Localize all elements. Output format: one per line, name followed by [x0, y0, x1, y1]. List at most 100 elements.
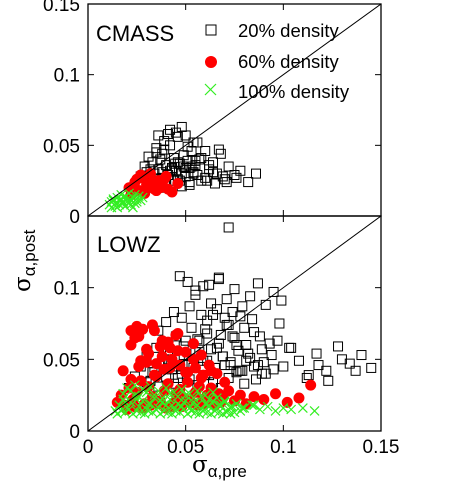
- cmass-panel: 0 0.05 0.1 0.15: [43, 0, 382, 228]
- legend-label-20: 20% density: [238, 20, 340, 41]
- data-point: [129, 380, 140, 391]
- data-point: [162, 378, 174, 390]
- data-point: [184, 388, 195, 399]
- data-point: [131, 394, 142, 405]
- data-point: [158, 173, 170, 185]
- data-point: [153, 385, 164, 396]
- data-point: [231, 367, 242, 378]
- data-point: [137, 323, 149, 335]
- data-point: [157, 393, 168, 403]
- data-point: [252, 278, 263, 289]
- data-point: [286, 404, 297, 415]
- svg-text:σα,post: σα,post: [10, 229, 39, 292]
- data-point: [245, 291, 256, 302]
- data-point: [243, 177, 254, 188]
- data-point: [268, 364, 279, 375]
- data-point: [219, 397, 230, 408]
- data-point: [219, 174, 230, 185]
- data-point: [293, 355, 304, 366]
- cmass-series-100-density: [104, 188, 148, 213]
- x-axis-label: σα,pre: [192, 452, 247, 481]
- data-point: [286, 342, 297, 353]
- data-point: [211, 342, 222, 353]
- data-point: [254, 404, 265, 415]
- data-point: [114, 400, 125, 411]
- x-axis-label-main: σ: [192, 452, 208, 478]
- data-point: [190, 155, 201, 166]
- data-point: [219, 312, 230, 323]
- data-point: [235, 165, 246, 176]
- data-point: [211, 168, 222, 179]
- data-point: [108, 195, 119, 206]
- data-point: [225, 401, 236, 412]
- data-point: [256, 368, 267, 379]
- data-point: [155, 395, 166, 406]
- data-point: [186, 322, 197, 333]
- data-point: [274, 318, 285, 329]
- data-point: [221, 177, 232, 188]
- data-point: [258, 357, 269, 368]
- data-point: [118, 388, 129, 399]
- data-point: [215, 329, 226, 340]
- data-point: [229, 332, 240, 343]
- data-point: [168, 307, 179, 318]
- lowz-y-tick-label: 0.1: [54, 279, 80, 300]
- data-point: [174, 359, 186, 371]
- data-point: [221, 294, 232, 305]
- data-point: [161, 383, 172, 393]
- data-point: [249, 361, 260, 372]
- data-point: [180, 130, 191, 141]
- data-point: [208, 167, 219, 178]
- data-point: [217, 171, 228, 182]
- data-point: [143, 348, 155, 360]
- data-point: [239, 378, 250, 389]
- data-point: [205, 365, 217, 377]
- data-point: [200, 172, 211, 183]
- data-point: [170, 329, 182, 341]
- data-point: [161, 317, 172, 328]
- data-point: [206, 344, 217, 355]
- y-axis-label: σα,post: [10, 229, 39, 292]
- data-point: [336, 354, 347, 365]
- data-point: [204, 279, 215, 290]
- cmass-panel-label: CMASS: [96, 21, 174, 46]
- data-point: [166, 164, 177, 175]
- data-point: [260, 299, 271, 310]
- data-point: [151, 143, 162, 154]
- data-point: [180, 346, 192, 358]
- cmass-y-tick-label: 0.1: [54, 66, 80, 87]
- data-point: [356, 350, 367, 361]
- data-point: [239, 403, 250, 413]
- data-point: [135, 355, 147, 367]
- data-point: [217, 351, 228, 362]
- data-point: [213, 272, 224, 283]
- data-point: [284, 342, 295, 353]
- data-point: [303, 370, 314, 381]
- data-point: [137, 192, 148, 203]
- data-point: [309, 406, 320, 416]
- data-point: [223, 161, 234, 172]
- data-point: [305, 379, 317, 391]
- data-point: [248, 391, 260, 403]
- legend-marker-60: [205, 56, 217, 68]
- data-point: [195, 349, 207, 361]
- data-point: [150, 185, 162, 197]
- data-point: [135, 169, 147, 181]
- data-point: [184, 301, 195, 312]
- data-point: [190, 401, 201, 412]
- data-point: [196, 153, 207, 164]
- data-point: [159, 136, 170, 147]
- cmass-y-tick-label: 0: [69, 207, 80, 228]
- cmass-y-tick-label: 0.15: [43, 0, 80, 16]
- data-point: [188, 168, 199, 179]
- data-point: [116, 194, 127, 204]
- data-point: [192, 385, 203, 396]
- data-point: [237, 301, 248, 312]
- data-point: [148, 369, 160, 381]
- cmass-reference-line: [88, 4, 381, 216]
- data-point: [202, 175, 213, 186]
- data-point: [262, 401, 273, 412]
- data-point: [170, 127, 181, 138]
- data-point: [211, 393, 222, 403]
